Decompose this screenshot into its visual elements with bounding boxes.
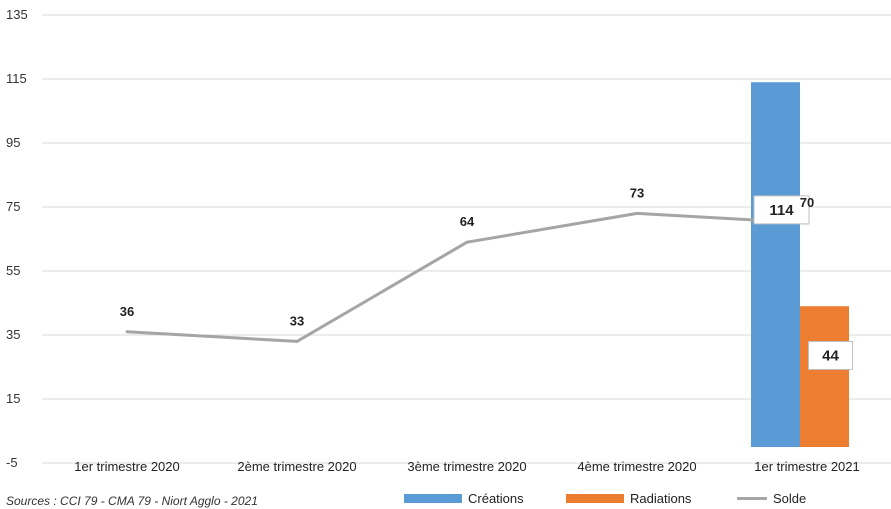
x-axis: 1er trimestre 2020 2ème trimestre 2020 3èm… — [74, 459, 860, 474]
y-tick-label: 115 — [6, 71, 27, 86]
solde-line-path — [126, 211, 808, 343]
legend-label-creations: Créations — [468, 490, 524, 506]
solde-point — [295, 339, 299, 343]
source-note: Sources : CCI 79 - CMA 79 - Niort Agglo … — [6, 494, 258, 508]
x-tick-label: 2ème trimestre 2020 — [237, 459, 356, 474]
bar-label-box — [808, 340, 853, 370]
y-tick-label: 15 — [6, 391, 20, 406]
y-tick-label: 95 — [6, 135, 20, 150]
x-tick-label: 4ème trimestre 2020 — [577, 459, 696, 474]
x-tick-label: 3ème trimestre 2020 — [407, 459, 526, 474]
legend-swatch-solde — [737, 496, 767, 500]
solde-value-label: 70 — [800, 195, 814, 210]
y-tick-label: 55 — [6, 263, 20, 278]
solde-point — [465, 240, 469, 244]
solde-value-label: 36 — [120, 304, 134, 319]
solde-point — [635, 211, 639, 215]
bar-value-label: 44 — [822, 347, 839, 364]
legend-creations: Créations — [404, 489, 524, 507]
x-tick-label: 1er trimestre 2021 — [754, 459, 860, 474]
solde-value-label: 73 — [630, 185, 644, 200]
y-tick-label: -5 — [6, 455, 18, 470]
y-tick-label: 135 — [6, 7, 28, 22]
y-axis: -5 15 35 55 75 95 115 135 — [6, 7, 28, 470]
solde-line — [125, 211, 809, 343]
data-labels: 114 44 36 33 64 73 70 — [120, 185, 853, 370]
legend-swatch-radiations — [566, 493, 624, 503]
legend-solde: Solde — [737, 489, 806, 507]
bar-value-label: 114 — [769, 202, 794, 219]
bar-label-box — [753, 195, 810, 225]
solde-value-label: 33 — [290, 313, 304, 328]
legend-radiations: Radiations — [566, 489, 691, 507]
legend-swatch-creations — [404, 493, 462, 503]
bar — [800, 306, 849, 447]
y-tick-label: 75 — [6, 199, 20, 214]
legend-label-solde: Solde — [773, 490, 807, 506]
solde-point — [125, 330, 129, 334]
y-tick-label: 35 — [6, 327, 20, 342]
bar — [751, 82, 800, 447]
bars — [751, 82, 849, 447]
solde-value-label: 64 — [460, 214, 475, 229]
legend-label-radiations: Radiations — [630, 490, 692, 506]
x-tick-label: 1er trimestre 2020 — [74, 459, 180, 474]
